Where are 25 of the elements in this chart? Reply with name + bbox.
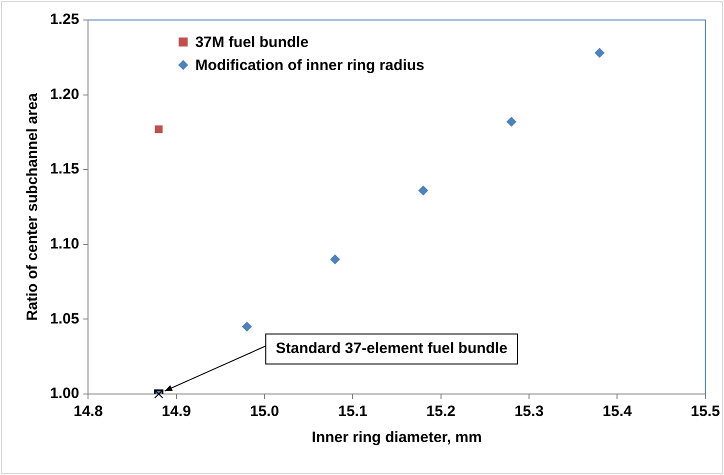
x-tick-label: 14.9 — [162, 403, 191, 420]
x-tick-label: 15.1 — [338, 403, 368, 420]
annotation: Standard 37-element fuel bundle — [276, 340, 508, 358]
y-tick-label: 1.25 — [50, 11, 80, 28]
y-axis-title: Ratio of center subchannel area — [24, 92, 42, 321]
point — [330, 254, 340, 264]
point — [418, 186, 428, 196]
point — [154, 125, 163, 134]
x-tick-label: 15.4 — [602, 403, 632, 420]
x-tick-label: 15.3 — [514, 403, 544, 420]
y-tick-label: 1.00 — [50, 385, 80, 402]
point — [506, 116, 516, 127]
y-tick-label: 1.15 — [50, 160, 80, 178]
x-tick-label: 15.0 — [250, 403, 280, 420]
y-tick-label: 1.05 — [50, 310, 80, 328]
x-tick-label: 14.8 — [74, 403, 103, 420]
legend-label: 37M fuel bundle — [195, 34, 309, 52]
point — [594, 48, 605, 58]
y-tick-label: 1.10 — [50, 236, 80, 253]
y-tick-label: 1.20 — [50, 86, 80, 103]
x-tick-label: 15.5 — [690, 403, 720, 420]
x-tick-label: 15.2 — [426, 403, 456, 420]
x-axis-title: Inner ring diameter, mm — [312, 429, 482, 446]
legend-label: Modification of inner ring radius — [195, 57, 424, 74]
point — [242, 322, 252, 332]
